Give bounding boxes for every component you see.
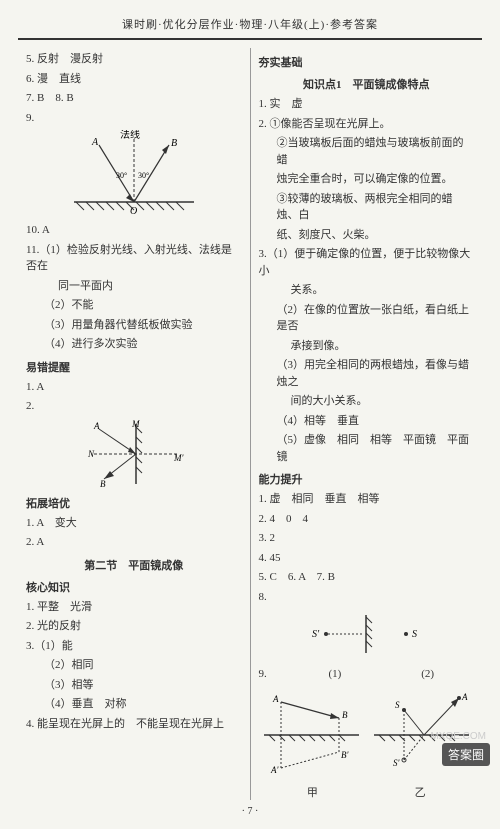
svg-text:A: A: [93, 421, 100, 431]
mirror-diagram: A M N B M': [74, 419, 194, 489]
svg-text:M: M: [131, 419, 140, 429]
origin-label: O: [130, 206, 137, 217]
watermark-url: MXQE.COM: [430, 731, 486, 742]
text-line: （2）不能: [26, 297, 242, 314]
svg-text:A': A': [270, 765, 279, 775]
text-line: 烛完全重合时，可以确定像的位置。: [259, 171, 475, 188]
text-line: ②当玻璃板后面的蜡烛与玻璃板前面的蜡: [259, 135, 475, 168]
text-line: （3）相等: [26, 677, 242, 694]
text-line: 1. 虚 相同 垂直 相等: [259, 491, 475, 508]
section-heading: 拓展培优: [26, 495, 242, 511]
diagram-caption: 甲: [307, 784, 318, 800]
section-heading: 核心知识: [26, 579, 242, 595]
text-line: 11.（1）检验反射光线、入射光线、法线是否在: [26, 242, 242, 275]
section-heading: 夯实基础: [259, 54, 475, 70]
knowledge-point-heading: 知识点1 平面镜成像特点: [259, 76, 475, 92]
text-line: 1. A 变大: [26, 515, 242, 532]
page-header: 课时刷·优化分层作业·物理·八年级(上)·参考答案: [18, 12, 482, 40]
page-number: · 7 ·: [18, 806, 482, 817]
text-line: 6. 漫 直线: [26, 71, 242, 88]
text-line: （4）进行多次实验: [26, 336, 242, 353]
text-line: ③较薄的玻璃板、两根完全相同的蜡烛、白: [259, 191, 475, 224]
left-column: 5. 反射 漫反射 6. 漫 直线 7. B 8. B 9.: [18, 48, 251, 800]
svg-text:A: A: [461, 692, 468, 702]
section-heading: 易错提醒: [26, 359, 242, 375]
text-line: （3）用量角器代替纸板做实验: [26, 317, 242, 334]
svg-text:S: S: [412, 629, 417, 640]
text-line: （3）用完全相同的两根蜡烛，看像与蜡烛之: [259, 357, 475, 390]
text-line: （4）相等 垂直: [259, 413, 475, 430]
text-line: 9.: [26, 110, 242, 127]
text-line: 9.: [259, 666, 289, 683]
text-line: （4）垂直 对称: [26, 696, 242, 713]
text-line: 2.: [26, 398, 242, 415]
text-line: 3.（1）便于确定像的位置，便于比较物像大小: [259, 246, 475, 279]
text-line: 2. A: [26, 534, 242, 551]
svg-text:N: N: [87, 449, 95, 459]
text-line: 1. 实 虚: [259, 96, 475, 113]
text-line: (1): [289, 666, 382, 683]
text-line: 2. ①像能否呈现在光屏上。: [259, 116, 475, 133]
text-line: （5）虚像 相同 相等 平面镜 平面镜: [259, 432, 475, 465]
text-line: (2): [381, 666, 474, 683]
text-line: 纸、刻度尺、火柴。: [259, 227, 475, 244]
svg-text:B: B: [342, 710, 348, 720]
right-column: 夯实基础 知识点1 平面镜成像特点 1. 实 虚 2. ①像能否呈现在光屏上。 …: [251, 48, 483, 800]
text-line: 3.（1）能: [26, 638, 242, 655]
text-line: （2）在像的位置放一张白纸，看白纸上是否: [259, 302, 475, 335]
svg-text:B': B': [341, 750, 349, 760]
diagram-caption: 乙: [415, 784, 426, 800]
text-line: 8.: [259, 589, 475, 606]
image-point-diagram: S' S: [286, 609, 446, 659]
text-line: 4. 能呈现在光屏上的 不能呈现在光屏上: [26, 716, 242, 733]
text-line: 2. 4 0 4: [259, 511, 475, 528]
angle-label: 30°: [116, 171, 127, 180]
text-line: 5. 反射 漫反射: [26, 51, 242, 68]
section-heading: 能力提升: [259, 471, 475, 487]
text-line: 7. B 8. B: [26, 90, 242, 107]
content-columns: 5. 反射 漫反射 6. 漫 直线 7. B 8. B 9.: [18, 48, 482, 800]
text-line: 承接到像。: [259, 338, 475, 355]
svg-text:S': S': [393, 758, 401, 768]
svg-text:S': S': [312, 629, 320, 640]
text-line: 1. 平整 光滑: [26, 599, 242, 616]
text-line: 4. 45: [259, 550, 475, 567]
text-line: 3. 2: [259, 530, 475, 547]
svg-text:B: B: [100, 479, 106, 489]
text-line: 1. A: [26, 379, 242, 396]
angle-label: 30°: [138, 171, 149, 180]
q9-diagram-1: A B A' B': [259, 690, 364, 780]
reflection-diagram: 法线 B A 30° 30° O: [64, 130, 204, 218]
watermark-badge: 答案圈: [442, 743, 490, 766]
ray-a-label: A: [91, 137, 99, 148]
text-line: 5. C 6. A 7. B: [259, 569, 475, 586]
text-line: 2. 光的反射: [26, 618, 242, 635]
svg-text:A: A: [272, 694, 279, 704]
text-line: （2）相同: [26, 657, 242, 674]
text-line: 间的大小关系。: [259, 393, 475, 410]
text-line: 10. A: [26, 222, 242, 239]
svg-text:M': M': [173, 453, 184, 463]
text-line: 同一平面内: [26, 278, 242, 295]
ray-b-label: B: [171, 138, 177, 149]
text-line: 关系。: [259, 282, 475, 299]
chapter-title: 第二节 平面镜成像: [26, 557, 242, 573]
svg-text:S: S: [395, 700, 400, 710]
normal-label: 法线: [120, 130, 140, 141]
